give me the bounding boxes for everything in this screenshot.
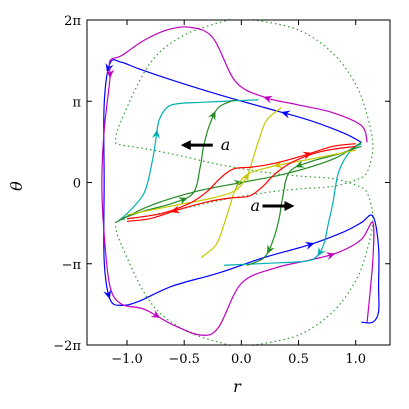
trajectory-arrowhead	[325, 252, 336, 261]
annotations: a a	[180, 135, 295, 215]
trajectory-arrowhead	[150, 309, 161, 319]
x-tick-label: 0.5	[288, 352, 309, 367]
annotation-label: a	[251, 196, 261, 215]
trajectory-line	[200, 149, 356, 258]
trajectory-arrowhead	[267, 244, 275, 255]
y-tick-label: −2π	[53, 339, 81, 354]
trajectory-arrowhead	[170, 205, 181, 214]
trajectory-arrowhead	[273, 160, 283, 169]
trajectory-line	[224, 143, 362, 266]
annotation-arrow	[180, 140, 213, 151]
trajectory-arrowhead	[208, 110, 216, 121]
trajectory-arrowhead	[105, 69, 115, 79]
trajectory-arrowhead	[263, 95, 273, 104]
x-tick-label: −0.5	[168, 352, 200, 367]
x-axis-label: r	[233, 377, 242, 396]
trajectory-curves	[101, 18, 380, 347]
x-tick-label: −1.0	[111, 352, 143, 367]
trajectory-arrowhead	[304, 242, 315, 250]
y-axis-label: θ	[7, 181, 26, 191]
trajectory-arrowhead	[177, 197, 188, 205]
trajectory-arrowhead	[103, 289, 112, 300]
y-tick-label: 2π	[64, 14, 81, 29]
trajectory-line	[103, 59, 380, 324]
y-tick-label: 0	[73, 177, 81, 192]
x-axis-ticks: −1.0 −0.5 0.0 0.5 1.0	[111, 352, 366, 367]
trajectory-arrowhead	[295, 160, 305, 168]
annotation-label: a	[221, 135, 231, 154]
trajectory-arrowhead	[280, 110, 291, 119]
trajectory-line	[114, 19, 374, 347]
trajectory-arrowhead	[152, 129, 161, 139]
y-tick-label: −π	[62, 258, 82, 273]
trajectory-arrowhead	[317, 246, 326, 257]
x-tick-label: 0.0	[231, 352, 252, 367]
trajectory-line	[114, 18, 374, 346]
x-tick-label: 1.0	[345, 352, 366, 367]
y-tick-label: π	[72, 95, 81, 110]
y-axis-ticks: −2π −π 0 π 2π	[53, 14, 81, 354]
annotation-arrow	[262, 200, 295, 211]
trajectory-line	[117, 99, 259, 222]
